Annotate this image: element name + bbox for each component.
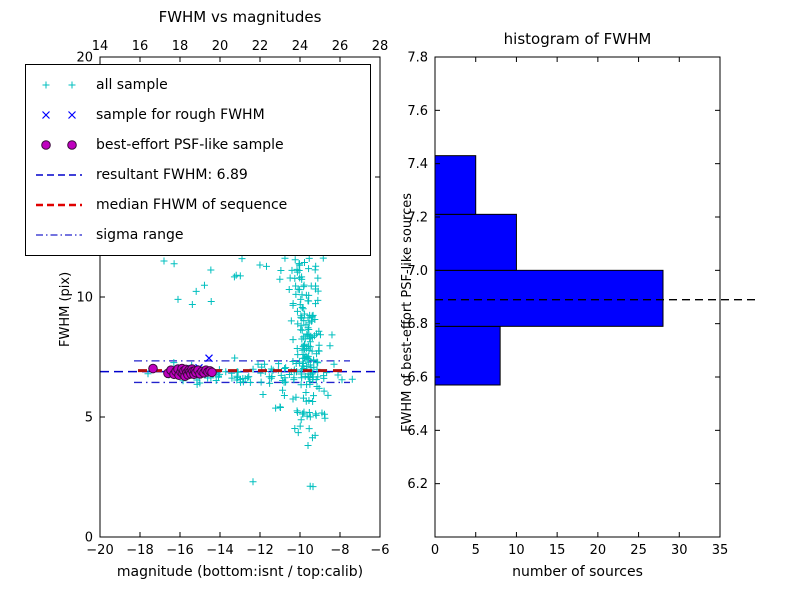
svg-text:7.4: 7.4 [407,157,428,172]
svg-text:26: 26 [332,39,349,54]
legend-item: best-effort PSF-like sample [32,130,364,160]
svg-text:−14: −14 [206,543,233,558]
legend-item: sigma range [32,220,364,250]
svg-text:−12: −12 [246,543,273,558]
right-plot [434,155,760,386]
right-plot-title: histogram of FWHM [503,30,652,48]
svg-text:−8: −8 [330,543,349,558]
left-plot-xlabel: magnitude (bottom:isnt / top:calib) [116,564,364,580]
legend-label: median FHWM of sequence [96,197,288,213]
svg-text:30: 30 [671,543,688,558]
svg-text:6.2: 6.2 [407,477,428,492]
svg-text:14: 14 [92,39,109,54]
svg-text:22: 22 [252,39,269,54]
svg-text:7.2: 7.2 [407,211,428,226]
svg-text:−20: −20 [86,543,113,558]
svg-text:6.4: 6.4 [407,424,428,439]
plus-marker-icon [42,81,76,89]
histogram-bar [434,325,501,386]
legend-item: sample for rough FWHM [32,100,364,130]
svg-text:20: 20 [76,51,93,66]
svg-text:6.8: 6.8 [407,317,428,332]
svg-text:16: 16 [132,39,149,54]
svg-text:10: 10 [508,543,525,558]
svg-text:10: 10 [76,291,93,306]
svg-text:28: 28 [372,39,389,54]
left-plot-title: FWHM vs magnitudes [158,8,322,26]
legend-label: best-effort PSF-like sample [96,137,284,153]
histogram-bar [434,213,517,271]
dashed-line-icon [36,203,82,207]
svg-text:5: 5 [472,543,480,558]
left-plot-ylabel: FWHM (pix) [58,271,73,347]
axes-frame: 0 5 10 15 20 25 30 35 6.2 6.4 6.6 6.8 7.0 7.2 7.4 7.6 7.… [407,51,728,559]
legend-label: sigma range [96,227,184,243]
right-plot-xlabel: number of sources [512,564,643,580]
svg-text:7.0: 7.0 [407,264,428,279]
svg-text:20: 20 [212,39,229,54]
histogram-bar [434,269,664,327]
svg-text:−16: −16 [166,543,193,558]
dashdot-line-icon [36,234,82,236]
legend-item: all sample [32,70,364,100]
legend-label: sample for rough FWHM [96,107,265,123]
histogram-bars [434,155,664,386]
svg-text:25: 25 [630,543,647,558]
histogram-bar [434,155,477,215]
axes-frame: −20 14 −18 16 −16 18 −14 20 −12 22 −10 24 −8 26 −6 28 0 5… [76,39,389,558]
legend-item: resultant FWHM: 6.89 [32,160,364,190]
svg-text:6.6: 6.6 [407,371,428,386]
svg-text:24: 24 [292,39,309,54]
svg-text:20: 20 [590,543,607,558]
x-marker-icon [42,111,76,119]
legend-label: all sample [96,77,168,93]
svg-text:5: 5 [85,411,93,426]
right-plot-ylabel: FWHM of best-effort PSF-like sources [400,192,415,432]
dashed-line-icon [36,174,82,176]
svg-text:−6: −6 [370,543,389,558]
svg-text:7.6: 7.6 [407,104,428,119]
legend-label: resultant FWHM: 6.89 [96,167,248,183]
svg-text:18: 18 [172,39,189,54]
series-psf-like [148,363,217,382]
svg-text:0: 0 [431,543,439,558]
legend-box: all sample sample for rough FWHM best-effo… [25,64,371,256]
legend-item: median FHWM of sequence [32,190,364,220]
svg-text:15: 15 [549,543,566,558]
svg-text:7.8: 7.8 [407,51,428,66]
circle-marker-icon [41,140,77,150]
svg-text:35: 35 [712,543,729,558]
svg-text:−18: −18 [126,543,153,558]
svg-text:0: 0 [85,531,93,546]
svg-text:−10: −10 [286,543,313,558]
